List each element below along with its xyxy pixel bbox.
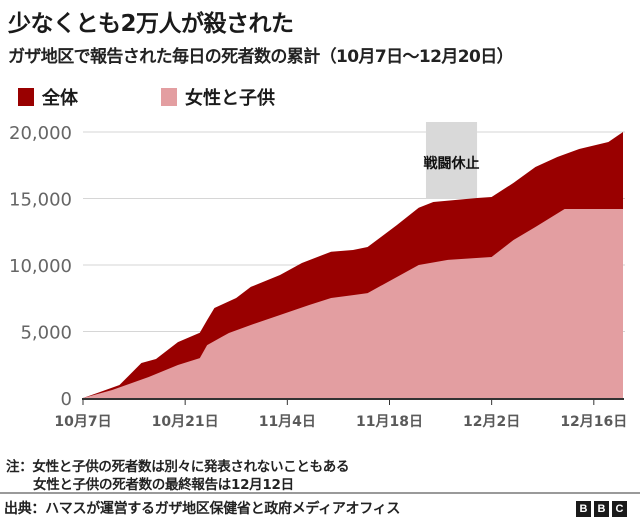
x-tick-label: 12月16日: [560, 414, 627, 430]
bbc-logo: B B C: [576, 501, 627, 517]
x-axis: 10月7日 10月21日 11月4日 11月18日 12月2日 12月16日: [54, 398, 627, 430]
x-tick-label: 12月2日: [463, 414, 520, 430]
source-text: 出典：ハマスが運営するガザ地区保健省と政府メディアオフィス: [4, 501, 401, 517]
area-chart: 0 5,000 10,000 15,000 20,000 戦闘休止 10月7日 10月21…: [9, 122, 627, 430]
legend: 全体 女性と子供: [0, 84, 640, 109]
x-tick-label: 11月4日: [259, 414, 316, 430]
y-axis-labels: 0 5,000 10,000 15,000 20,000: [9, 123, 72, 410]
x-tick-label: 10月7日: [54, 414, 111, 430]
ceasefire-label: 戦闘休止: [424, 155, 480, 172]
note-line-1: 注：女性と子供の死者数は別々に発表されないこともある: [6, 459, 350, 475]
footer-divider: [0, 492, 640, 494]
legend-swatch-total: [18, 88, 34, 106]
chart-subtitle: ガザ地区で報告された毎日の死者数の累計（10月7日〜12月20日）: [8, 47, 514, 67]
bbc-logo-block: C: [612, 501, 627, 517]
y-tick-label: 15,000: [9, 190, 72, 211]
x-tick-label: 11月18日: [356, 414, 423, 430]
y-tick-label: 20,000: [9, 123, 72, 144]
legend-label-total: 全体: [42, 88, 78, 109]
bbc-logo-block: B: [594, 501, 609, 517]
chart-title: 少なくとも2万人が殺された: [8, 11, 294, 37]
bbc-logo-block: B: [576, 501, 591, 517]
legend-label-women-children: 女性と子供: [185, 88, 275, 109]
y-tick-label: 5,000: [20, 323, 72, 344]
y-tick-label: 10,000: [9, 256, 72, 277]
legend-item-women-children: 女性と子供: [161, 84, 275, 110]
ceasefire-band: [425, 122, 478, 199]
area-women-children: [83, 209, 623, 398]
y-tick-label: 0: [61, 389, 72, 410]
note-line-2: 女性と子供の死者数の最終報告は12月12日: [33, 477, 294, 493]
x-tick-label: 10月21日: [152, 414, 219, 430]
legend-item-total: 全体: [18, 84, 78, 110]
legend-swatch-women-children: [161, 88, 177, 106]
